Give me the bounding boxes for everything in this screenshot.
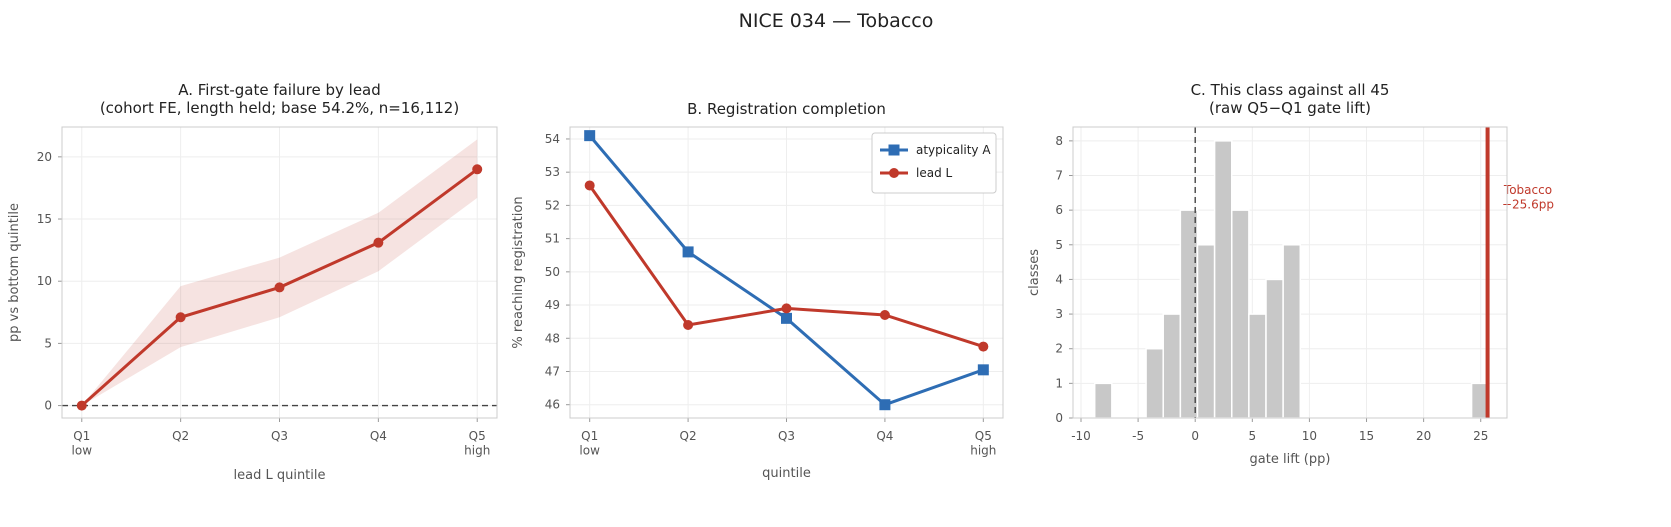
panel-title: A. First-gate failure by lead (cohort FE,… xyxy=(100,81,459,117)
x-tick-label: Q5 high xyxy=(970,429,996,457)
x-tick-label: Q4 xyxy=(370,429,387,443)
y-tick-label: 46 xyxy=(545,398,560,412)
y-tick-label: 52 xyxy=(545,198,560,212)
marker xyxy=(978,341,989,352)
x-tick-label: 25 xyxy=(1473,429,1488,443)
y-axis-label: classes xyxy=(1027,249,1042,296)
y-tick-label: 4 xyxy=(1055,272,1063,286)
y-tick-label: 50 xyxy=(545,265,560,279)
y-tick-label: 20 xyxy=(37,150,52,164)
marker xyxy=(373,237,384,248)
marker xyxy=(781,312,792,324)
panel-title: B. Registration completion xyxy=(687,100,886,118)
y-tick-label: 48 xyxy=(545,331,560,345)
histogram-bar xyxy=(1145,347,1164,419)
y-axis-label: % reaching registration xyxy=(511,196,526,348)
x-tick-label: Q5 high xyxy=(464,429,490,457)
marker xyxy=(584,180,595,191)
x-axis-label: lead L quintile xyxy=(234,468,326,483)
legend-label: atypicality A xyxy=(916,143,991,157)
y-tick-label: 49 xyxy=(545,298,560,312)
x-tick-label: 20 xyxy=(1416,429,1431,443)
x-tick-label: Q2 xyxy=(172,429,189,443)
histogram-bar xyxy=(1248,313,1267,419)
histogram-bar xyxy=(1196,244,1216,419)
y-tick-label: 10 xyxy=(37,274,52,288)
histogram-bar xyxy=(1213,140,1233,419)
x-tick-label: -10 xyxy=(1071,429,1091,443)
x-tick-label: Q3 xyxy=(778,429,795,443)
marker xyxy=(683,319,694,330)
marker xyxy=(682,246,694,258)
y-tick-label: 5 xyxy=(44,336,52,350)
x-tick-label: Q2 xyxy=(680,429,697,443)
legend-label: lead L xyxy=(916,166,953,180)
marker xyxy=(584,130,596,142)
panel-title: C. This class against all 45 (raw Q5−Q1 g… xyxy=(1191,81,1390,117)
marker xyxy=(879,399,891,411)
y-tick-label: 8 xyxy=(1055,134,1063,148)
x-tick-label: 5 xyxy=(1248,429,1256,443)
histogram-bar xyxy=(1231,209,1250,419)
x-tick-label: 10 xyxy=(1302,429,1317,443)
y-tick-label: 15 xyxy=(37,212,52,226)
confidence-band xyxy=(81,139,478,406)
axes-frame xyxy=(1072,126,1508,419)
histogram-bar xyxy=(1162,313,1182,419)
histogram-bar xyxy=(1093,382,1113,419)
axes-frame xyxy=(61,126,498,419)
figure-title: NICE 034 — Tobacco xyxy=(739,10,934,32)
marker xyxy=(781,303,792,314)
y-tick-label: 1 xyxy=(1055,376,1063,390)
y-tick-label: 6 xyxy=(1055,203,1063,217)
highlight-label: Tobacco +25.6pp xyxy=(1502,183,1554,211)
legend-marker xyxy=(888,144,900,156)
y-tick-label: 5 xyxy=(1055,238,1063,252)
y-axis-label: pp vs bottom quintile xyxy=(7,203,22,342)
marker xyxy=(274,282,285,293)
y-tick-label: 47 xyxy=(545,364,560,378)
x-tick-label: 0 xyxy=(1191,429,1199,443)
y-tick-label: 2 xyxy=(1055,342,1063,356)
marker xyxy=(175,312,186,323)
marker xyxy=(977,364,989,376)
histogram-bar xyxy=(1265,278,1284,419)
marker xyxy=(879,310,890,321)
x-tick-label: Q4 xyxy=(876,429,893,443)
marker xyxy=(76,400,87,411)
x-axis-label: quintile xyxy=(762,466,811,481)
axes-frame xyxy=(569,126,1004,419)
y-tick-label: 54 xyxy=(545,132,560,146)
legend-marker xyxy=(889,168,899,178)
x-tick-label: -5 xyxy=(1132,429,1144,443)
x-tick-label: 15 xyxy=(1359,429,1374,443)
y-tick-label: 53 xyxy=(545,165,560,179)
marker xyxy=(472,164,483,175)
y-tick-label: 0 xyxy=(44,399,52,413)
x-tick-label: Q3 xyxy=(271,429,288,443)
x-tick-label: Q1 low xyxy=(579,429,600,457)
y-tick-label: 0 xyxy=(1055,411,1063,425)
x-tick-label: Q1 low xyxy=(72,429,93,457)
y-tick-label: 3 xyxy=(1055,307,1063,321)
histogram-bar xyxy=(1282,244,1302,419)
y-tick-label: 7 xyxy=(1055,169,1063,183)
x-axis-label: gate lift (pp) xyxy=(1250,452,1331,467)
legend-box xyxy=(871,132,997,194)
y-tick-label: 51 xyxy=(545,232,560,246)
